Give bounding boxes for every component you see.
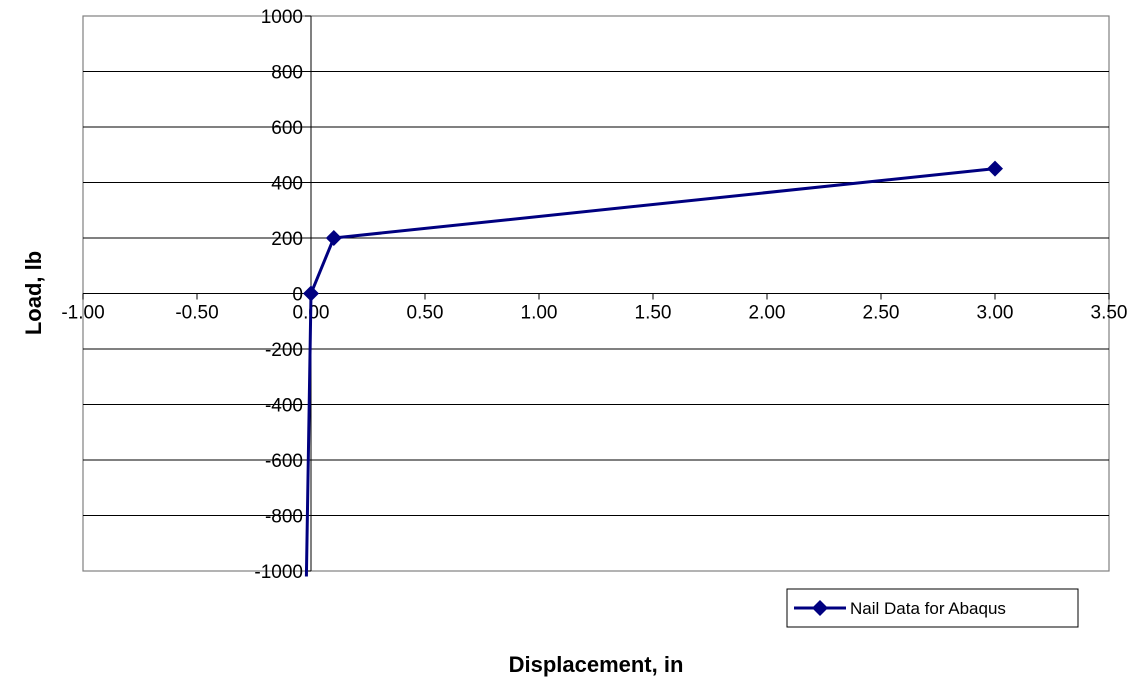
x-tick-label: 0.50 [407,303,444,324]
x-tick-label: 1.50 [635,303,672,324]
x-tick-label: -1.00 [61,303,104,324]
y-tick-label: -400 [265,396,303,417]
y-tick-label: 600 [271,118,303,139]
y-tick-label: 200 [271,229,303,250]
y-tick-label: 800 [271,63,303,84]
y-tick-label: -800 [265,507,303,528]
y-tick-label: 0 [292,285,303,306]
y-tick-label: 400 [271,174,303,195]
y-axis-title: Load, lb [21,251,46,335]
tick-labels: 1000 800 600 400 200 0 -200 -400 -600 -800 -1000 -1… [61,7,1127,583]
x-tick-label: 3.00 [977,303,1014,324]
x-tick-label: 2.50 [863,303,900,324]
x-tick-label: -0.50 [175,303,218,324]
x-tick-label: 3.50 [1091,303,1128,324]
legend-label: Nail Data for Abaqus [850,599,1006,618]
x-tick-label: 2.00 [749,303,786,324]
data-point [987,160,1003,177]
x-tick-label: 1.00 [521,303,558,324]
legend-marker [812,600,828,616]
x-axis-title: Displacement, in [509,652,684,677]
series [303,160,1003,577]
y-tick-label: 1000 [261,7,303,28]
grid-lines [83,71,1109,516]
y-tick-label: -600 [265,451,303,472]
y-tick-label: -200 [265,340,303,361]
y-tick-label: -1000 [254,562,303,583]
data-point [325,230,342,246]
data-point [303,285,319,302]
series-line [304,167,996,577]
legend: Nail Data for Abaqus [786,588,1079,628]
